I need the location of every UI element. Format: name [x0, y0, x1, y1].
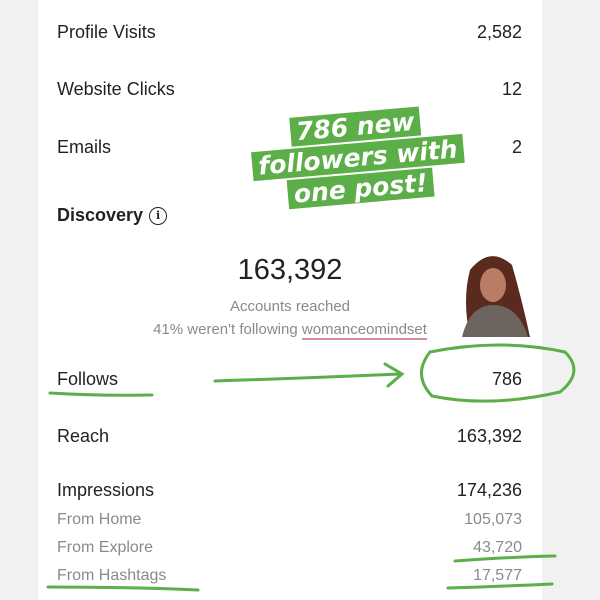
text-sticker: 786 new followers with one post!	[244, 103, 471, 215]
row-website-clicks: Website Clicks 12	[57, 79, 522, 100]
label: From Hashtags	[57, 567, 167, 584]
label: Impressions	[57, 480, 155, 500]
label: Emails	[57, 137, 112, 157]
accounts-reached-value: 163,392	[237, 254, 343, 286]
value: 2,582	[476, 22, 522, 42]
not-following-prefix: 41% weren't following	[153, 321, 302, 338]
label: Reach	[57, 426, 110, 446]
row-impressions: Impressions 174,236	[57, 480, 522, 501]
row-from-explore: From Explore 43,720	[57, 539, 522, 557]
accounts-reached-label: Accounts reached	[229, 298, 351, 315]
not-following-text: 41% weren't following womanceomindset	[0, 321, 580, 340]
discovery-title: Discovery	[57, 205, 144, 225]
value: 43,720	[473, 539, 522, 556]
row-emails: Emails 2	[57, 137, 522, 158]
row-follows: Follows 786	[57, 369, 522, 390]
label: Profile Visits	[57, 22, 156, 42]
row-reach: Reach 163,392	[57, 426, 522, 447]
discovery-heading: Discovery i	[57, 205, 168, 226]
value: 163,392	[456, 426, 522, 446]
info-icon[interactable]: i	[149, 206, 168, 225]
label: Website Clicks	[57, 79, 175, 99]
insights-card	[38, 0, 542, 600]
username: womanceomindset	[301, 321, 427, 340]
label: From Explore	[57, 539, 154, 556]
value: 17,577	[473, 567, 522, 584]
label: From Home	[57, 511, 142, 528]
row-profile-visits: Profile Visits 2,582	[57, 22, 522, 43]
value: 12	[501, 79, 522, 99]
value: 786	[491, 369, 522, 389]
row-from-hashtags: From Hashtags 17,577	[57, 567, 522, 585]
value: 2	[511, 137, 522, 157]
value: 174,236	[456, 480, 522, 500]
value: 105,073	[464, 511, 522, 528]
row-from-home: From Home 105,073	[57, 511, 522, 529]
label: Follows	[57, 369, 119, 389]
